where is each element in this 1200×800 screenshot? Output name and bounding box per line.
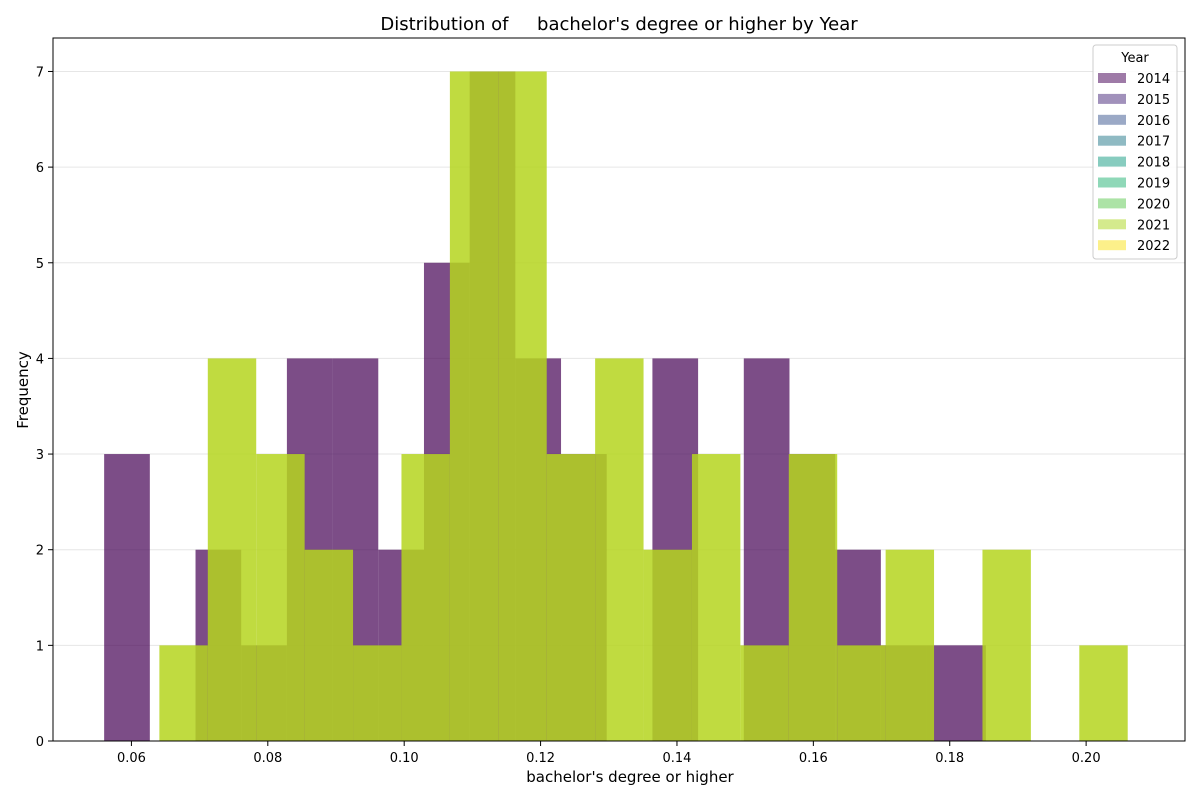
- legend-label-2017: 2017: [1137, 135, 1170, 150]
- bar-2021-19: [1079, 645, 1128, 741]
- y-axis-label: Frequency: [14, 351, 32, 429]
- x-axis-ticks: 0.06 0.08 0.10 0.12 0.14 0.16 0.18 0.20: [117, 741, 1101, 766]
- bar-2021-2: [256, 454, 305, 741]
- bar-2021-1: [207, 358, 257, 741]
- y-tick-label-3: 3: [36, 448, 44, 463]
- bar-2021-8: [546, 454, 596, 741]
- legend-swatch-2020: [1098, 198, 1126, 209]
- bar-2021-0: [159, 645, 208, 741]
- x-axis-label: bachelor's degree or higher: [526, 768, 734, 786]
- bar-2021-17: [982, 549, 1031, 741]
- legend: Year 2014 2015 2016 2017 2018 2019 2020 2021 202…: [1092, 44, 1178, 260]
- y-tick-label-7: 7: [36, 65, 44, 80]
- legend-swatch-2014: [1098, 73, 1126, 83]
- x-tick-label-3: 0.12: [526, 751, 555, 766]
- x-tick-label-1: 0.08: [253, 751, 282, 766]
- bar-2021-4: [353, 645, 402, 741]
- bar-2021-14: [837, 645, 886, 741]
- bar-2014-0: [104, 454, 150, 741]
- bar-2021-3: [304, 549, 354, 741]
- legend-label-2021: 2021: [1137, 218, 1170, 233]
- legend-label-2020: 2020: [1137, 197, 1170, 212]
- legend-entries: 2014 2015 2016 2017 2018 2019 2020 2021 2022: [1098, 72, 1170, 254]
- legend-swatch-2019: [1098, 177, 1126, 188]
- x-tick-label-7: 0.20: [1072, 751, 1101, 766]
- bar-2014-18: [926, 645, 986, 741]
- legend-label-2016: 2016: [1137, 114, 1170, 129]
- chart-title: Distribution of bachelor's degree or hig…: [380, 14, 858, 35]
- y-tick-label-2: 2: [36, 544, 44, 559]
- y-tick-label-1: 1: [36, 639, 44, 654]
- plot-frame: [52, 37, 1186, 742]
- bars: [104, 71, 1128, 741]
- legend-title: Year: [1120, 51, 1149, 66]
- bar-2021-13: [788, 454, 838, 741]
- x-tick-label-6: 0.18: [935, 751, 964, 766]
- bar-2021-10: [643, 549, 692, 741]
- legend-swatch-2018: [1098, 156, 1126, 167]
- series-2021: [159, 71, 1128, 741]
- legend-label-2019: 2019: [1137, 177, 1170, 192]
- x-tick-label-0: 0.06: [117, 751, 146, 766]
- y-axis-ticks: 0 1 2 3 4 5 6 7: [36, 65, 53, 750]
- legend-swatch-2017: [1098, 135, 1126, 146]
- legend-swatch-2016: [1098, 114, 1126, 125]
- x-tick-label-4: 0.14: [662, 751, 691, 766]
- bar-2021-12: [740, 645, 789, 741]
- x-tick-label-5: 0.16: [799, 751, 828, 766]
- legend-label-2014: 2014: [1137, 72, 1170, 87]
- legend-label-2022: 2022: [1137, 239, 1170, 254]
- legend-label-2018: 2018: [1137, 156, 1170, 171]
- y-tick-label-0: 0: [36, 735, 44, 750]
- legend-swatch-2022: [1098, 240, 1126, 251]
- y-tick-label-5: 5: [36, 257, 44, 272]
- bar-2021-6: [449, 71, 499, 741]
- legend-swatch-2021: [1098, 219, 1126, 230]
- bar-2021-9: [595, 358, 644, 741]
- y-tick-label-4: 4: [36, 352, 44, 367]
- legend-swatch-2015: [1098, 93, 1126, 104]
- y-tick-label-6: 6: [36, 161, 44, 176]
- x-tick-label-2: 0.10: [390, 751, 419, 766]
- bar-2021-11: [691, 454, 741, 741]
- bar-2021-15: [885, 549, 935, 741]
- bar-2021-7: [498, 71, 547, 741]
- bar-2021-5: [401, 454, 450, 741]
- legend-label-2015: 2015: [1137, 93, 1170, 108]
